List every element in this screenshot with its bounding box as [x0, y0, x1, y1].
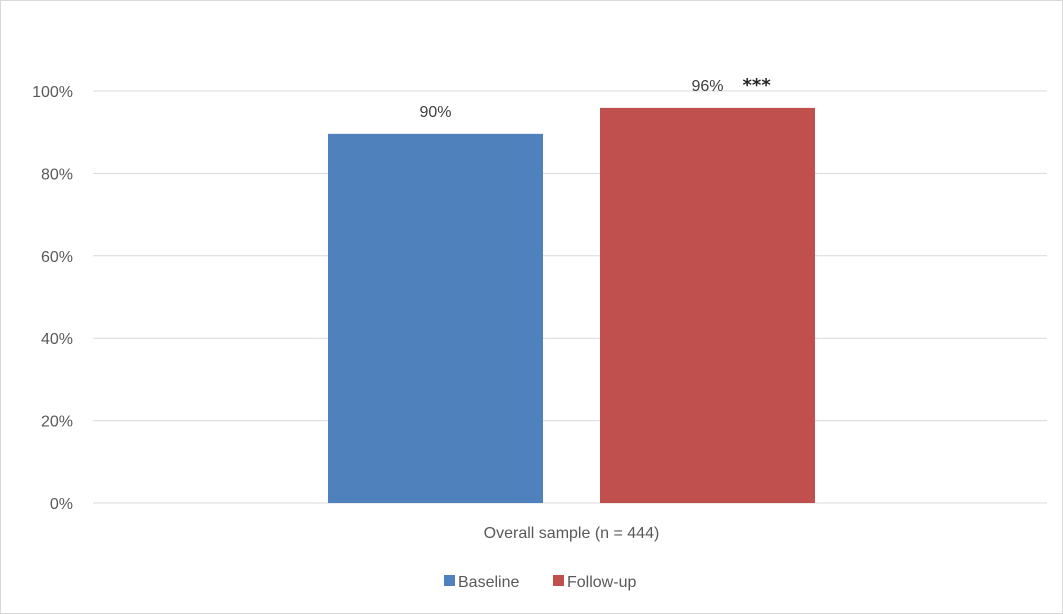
y-tick-label: 80%: [41, 166, 73, 183]
data-label: 90%: [419, 104, 451, 121]
significance-marker: ***: [743, 75, 772, 96]
data-labels: 90% 96% ***: [419, 75, 771, 121]
data-label: 96%: [691, 78, 723, 95]
y-tick-label: 0%: [50, 496, 73, 513]
y-tick-label: 60%: [41, 249, 73, 266]
bar-baseline: [328, 133, 543, 503]
y-axis-tick-labels: 0% 20% 40% 60% 80% 100%: [32, 84, 73, 513]
legend-swatch: [553, 575, 564, 586]
y-tick-label: 100%: [32, 84, 73, 101]
legend-label: Baseline: [458, 574, 519, 591]
bars: [328, 107, 815, 503]
y-tick-label: 20%: [41, 414, 73, 431]
legend-label: Follow-up: [567, 574, 636, 591]
gridlines: [93, 90, 1047, 504]
legend: Baseline Follow-up: [444, 574, 636, 591]
legend-swatch: [444, 575, 455, 586]
bar-follow-up: [600, 107, 815, 503]
legend-item: Follow-up: [553, 574, 636, 591]
y-tick-label: 40%: [41, 331, 73, 348]
x-axis-category-labels: Overall sample (n = 444): [484, 525, 660, 542]
x-category-label: Overall sample (n = 444): [484, 525, 660, 542]
legend-item: Baseline: [444, 574, 519, 591]
